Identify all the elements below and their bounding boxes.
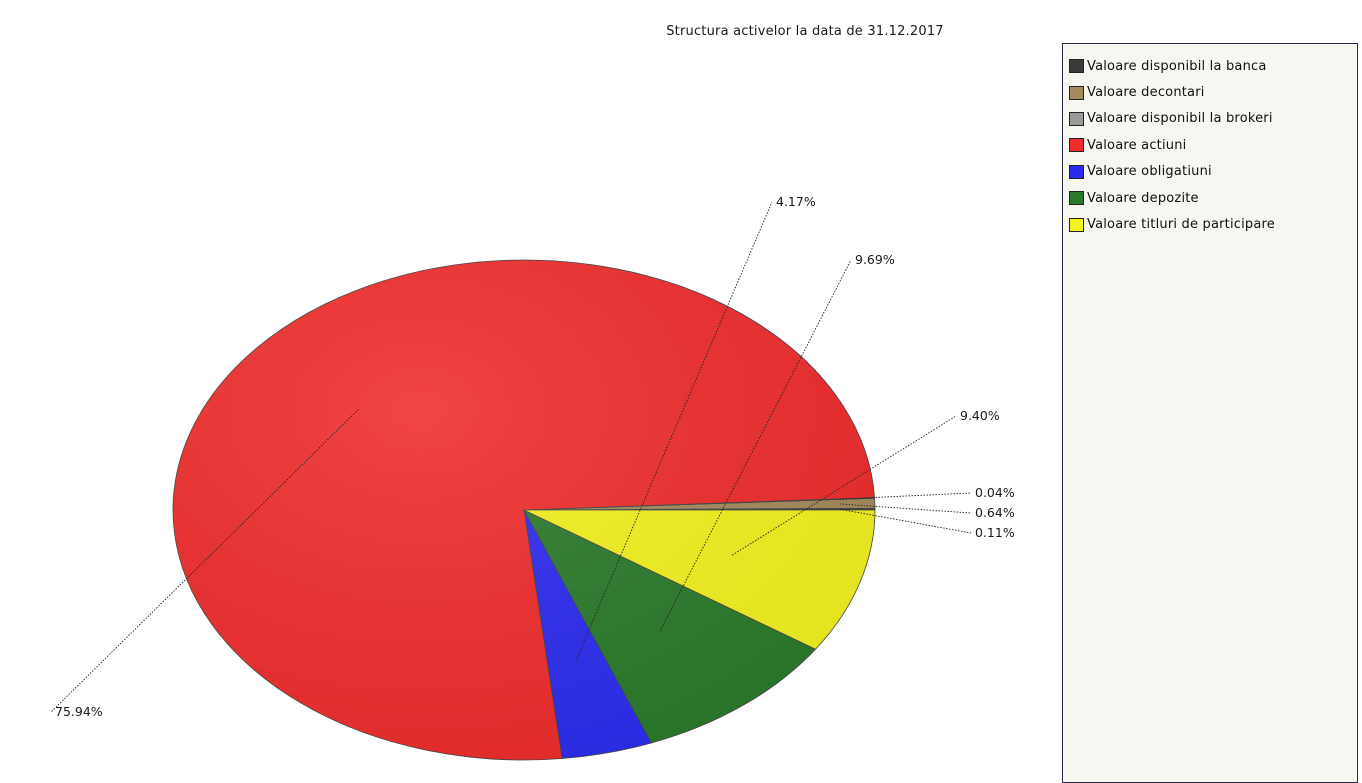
leader-line (659, 259, 852, 632)
pie-chart: 0.11% 0.64% 0.04% 75.94% 4.17% 9.69% 9.40% (50, 194, 1015, 761)
legend-item: Valoare disponibil la banca (1069, 53, 1275, 79)
legend-label: Valoare obligatiuni (1087, 164, 1212, 180)
legend-swatch (1069, 85, 1084, 100)
legend-swatch (1069, 191, 1084, 206)
legend-item: Valoare decontari (1069, 79, 1275, 105)
slice-labels: 0.11% 0.64% 0.04% 75.94% 4.17% 9.69% 9.40% (50, 194, 1015, 719)
legend-label: Valoare depozite (1087, 190, 1199, 206)
leader-line (839, 492, 972, 500)
legend-item: Valoare depozite (1069, 185, 1275, 211)
pie-slices (172, 259, 876, 761)
legend-item: Valoare obligatiuni (1069, 159, 1275, 185)
slice-value-label: 9.69% (855, 252, 895, 267)
slice-value-label: 0.11% (975, 525, 1015, 540)
legend-swatch (1069, 59, 1084, 74)
legend-label: Valoare disponibil la banca (1087, 58, 1267, 74)
legend-label: Valoare decontari (1087, 85, 1205, 101)
chart-title: Structura activelor la data de 31.12.201… (666, 24, 944, 39)
legend-label: Valoare titluri de participare (1087, 217, 1276, 233)
leader-line (731, 415, 957, 556)
leader-line (839, 508, 972, 534)
legend-item: Valoare titluri de participare (1069, 211, 1275, 237)
legend-item: Valoare actiuni (1069, 132, 1275, 158)
legend-item: Valoare disponibil la brokeri (1069, 106, 1275, 132)
legend-label: Valoare disponibil la brokeri (1087, 111, 1273, 127)
legend-label: Valoare actiuni (1087, 137, 1187, 153)
legend-swatch (1069, 138, 1084, 153)
slice-value-label: 0.64% (975, 505, 1015, 520)
legend-swatch (1069, 111, 1084, 126)
slice-value-label: 9.40% (960, 408, 1000, 423)
slice-value-label: 4.17% (776, 194, 816, 209)
legend-swatch (1069, 164, 1084, 179)
legend-swatch (1069, 217, 1084, 232)
slice-value-label: 0.04% (975, 485, 1015, 500)
legend: Valoare disponibil la banca Valoare deco… (1062, 43, 1358, 783)
slice-value-label: 75.94% (55, 704, 103, 719)
leader-line (575, 201, 773, 661)
leader-line (839, 503, 972, 514)
